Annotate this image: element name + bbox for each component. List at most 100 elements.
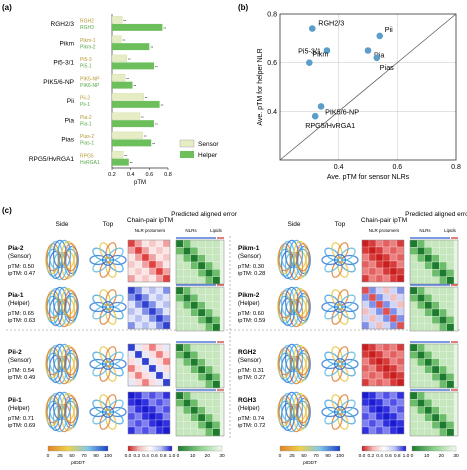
bar-sensor	[111, 35, 122, 43]
scatter-point-label: PIK5/6-NP	[325, 107, 359, 116]
scatter-point-label: Pikm	[312, 50, 328, 59]
entry-name: Pii-1	[8, 397, 22, 404]
colorbar-label: pIDDT	[71, 460, 85, 466]
bar-chart-category-label: RGH2/3	[51, 21, 75, 28]
header-lipids: Lipids	[444, 228, 457, 233]
colorbar-tick: 1.0	[403, 453, 410, 459]
scatter-point	[308, 25, 316, 32]
scatter-point-label: RGH2/3	[318, 19, 344, 28]
entry-ptm: pTM: 0.54	[8, 368, 35, 374]
header-nlr-protomers: NLR protomers	[135, 228, 166, 233]
bar-chart-category-label: RPG5/HvRGA1	[29, 156, 75, 163]
bar-error-marker: ••	[152, 140, 155, 145]
bar-sensor	[111, 73, 126, 82]
bar-chart-category-label: Pia	[65, 117, 75, 124]
bar-error-marker: ••	[128, 56, 131, 61]
bar-error-marker: ••	[141, 114, 144, 119]
scatter-point	[306, 59, 313, 66]
bar-error-marker: ••	[122, 37, 125, 42]
entry-name: Pikm-1	[238, 245, 260, 252]
structure-top-view	[89, 242, 127, 278]
colorbar-tick: 0.8	[394, 453, 401, 459]
bar-helper	[112, 23, 163, 31]
chain-pair-matrix	[361, 286, 405, 330]
entry-name: Pia-2	[8, 245, 24, 252]
scatter-y-label: Ave. pTM for helper NLR	[257, 48, 264, 125]
chain-pair-matrix	[127, 343, 171, 387]
pae-matrix	[175, 286, 225, 332]
bar-chart-sub-label-sensor: Pias-2	[80, 134, 94, 140]
bar-chart-sub-label-sensor: Pia-2	[80, 115, 92, 121]
colorbar-tick: 100	[336, 453, 344, 459]
scatter-point-label: Pias	[380, 63, 394, 72]
legend-swatch-sensor	[179, 139, 195, 148]
bar-chart-category-label: PIK5/6-NP	[43, 79, 74, 86]
structure-top-view	[321, 394, 359, 430]
entry-ptm: pTM: 0.71	[8, 416, 34, 422]
entry-role: (Sensor)	[8, 254, 31, 260]
entry-ptm: pTM: 0.50	[8, 264, 34, 270]
pae-matrix	[175, 391, 225, 437]
entry-name: Pikm-2	[238, 292, 260, 299]
scatter-point-label: Pii	[385, 25, 393, 34]
colorbar-tick: 90	[93, 453, 99, 459]
bar-chart-sub-label-helper: PIK6-NP	[80, 83, 100, 89]
bar-helper	[112, 120, 154, 128]
colorbar-tick: 0.0	[359, 453, 366, 459]
bar-chart-x-label: pTM	[134, 180, 146, 186]
pae-matrix	[175, 239, 225, 285]
colorbar-pae1	[177, 445, 223, 452]
entry-role: (Helper)	[238, 301, 260, 307]
colorbar-tick: 1.0	[169, 453, 176, 459]
bar-chart-sub-label-helper: Pikm-2	[80, 44, 96, 50]
scatter-point-label: Pia	[374, 51, 384, 60]
scatter-chart-ptm: 0.4 0.6 0.8 0.4 0.6 0.8 Ave. pTM for sensor NL…	[257, 12, 461, 182]
colorbar-tick: 0.6	[151, 453, 158, 459]
colorbar-tick: 10	[190, 453, 196, 459]
entry-ptm: pTM: 0.30	[238, 264, 264, 270]
structure-side-view	[45, 239, 79, 281]
scatter-point	[323, 47, 331, 54]
bar-error-marker: ••	[155, 63, 158, 68]
bar-sensor	[111, 54, 128, 62]
bar-chart-sub-label-sensor: PIK5-NP	[80, 76, 100, 82]
scatter-y-tick: 0.4	[267, 109, 277, 116]
bar-error-marker: ••	[150, 44, 153, 49]
colorbar-iptm2	[361, 445, 407, 452]
scatter-point-label: Pi5-3/1	[298, 47, 321, 56]
header-nlrs: NLRs	[419, 228, 431, 233]
bar-sensor	[111, 150, 124, 159]
bar-chart-sub-label-helper: HvRGA1	[80, 160, 100, 166]
header-chain-pair: Chain-pair ipTM	[361, 217, 407, 224]
pae-matrix	[409, 239, 459, 285]
bar-error-marker: ••	[155, 121, 158, 126]
entry-role: (Sensor)	[8, 358, 31, 364]
entry-name: Pii-2	[8, 349, 22, 356]
header-top: Top	[103, 221, 114, 228]
scatter-y-tick: 0.6	[267, 60, 277, 67]
colorbar-tick: 25	[289, 453, 295, 459]
entry-ptm: pTM: 0.31	[238, 368, 264, 374]
header-top: Top	[335, 221, 346, 228]
pae-matrix	[409, 286, 459, 332]
colorbar-tick: 0.2	[133, 453, 140, 459]
bar-chart-sub-label-sensor: RPG5	[80, 153, 94, 159]
colorbar-tick: 0	[411, 453, 414, 459]
entry-name: Pia-1	[8, 292, 24, 299]
scatter-point	[317, 103, 325, 110]
bar-helper	[112, 81, 133, 89]
bar-chart-x-tick: 0.8	[164, 172, 172, 178]
bar-chart-sub-label-helper: Pii-1	[80, 102, 90, 108]
legend-label-sensor: Sensor	[198, 141, 219, 148]
scatter-frame	[279, 13, 457, 161]
colorbar-tick: 0.4	[376, 453, 383, 459]
colorbar-tick: 10	[424, 453, 430, 459]
scatter-point-label: RPG5/HvRGA1	[305, 121, 355, 130]
legend-label-helper: Helper	[198, 152, 218, 159]
colorbar-tick: 100	[104, 453, 112, 459]
scatter-x-label: Ave. pTM for sensor NLRs	[327, 174, 410, 181]
bar-chart-x-tick: 0.2	[108, 172, 116, 178]
bar-sensor	[111, 16, 123, 24]
entry-name: RGH2	[238, 349, 256, 356]
